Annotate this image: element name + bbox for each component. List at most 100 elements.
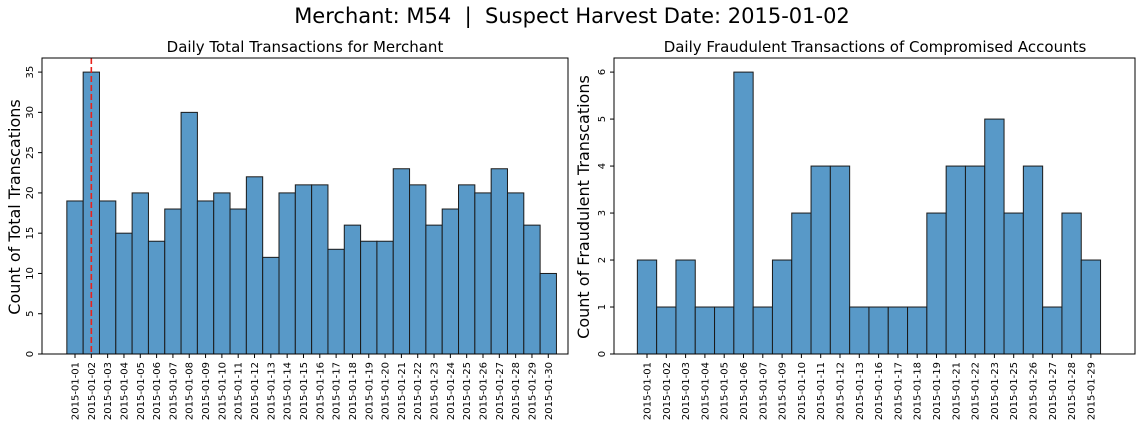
x-tick-label: 2015-01-02: [87, 362, 98, 420]
bar: [656, 306, 677, 355]
x-tick-label: 2015-01-20: [381, 362, 392, 420]
x-tick-label: 2015-01-27: [495, 362, 506, 420]
chart-title: Daily Total Transactions for Merchant: [167, 38, 444, 56]
figure-title: Merchant: M54 | Suspect Harvest Date: 20…: [294, 4, 850, 28]
x-tick-label: 2015-01-21: [951, 362, 962, 420]
bar: [1003, 212, 1024, 355]
plot-frame: [41, 57, 569, 355]
y-tick-label: 15: [25, 227, 36, 240]
bar: [791, 212, 812, 355]
bar: [636, 259, 658, 355]
bar: [1061, 212, 1082, 355]
y-tick-label: 2: [597, 257, 608, 263]
bar: [675, 259, 696, 355]
bar: [849, 306, 870, 355]
bar: [887, 306, 909, 355]
x-tick-label: 2015-01-10: [217, 362, 228, 420]
x-tick-label: 2015-01-18: [913, 362, 924, 420]
bar: [964, 165, 986, 355]
x-tick-label: 2015-01-07: [168, 362, 179, 420]
bar: [945, 165, 966, 355]
bar: [868, 306, 889, 355]
x-tick-label: 2015-01-27: [1048, 362, 1059, 420]
x-tick-label: 2015-01-08: [185, 362, 196, 420]
y-tick-label: 6: [597, 69, 608, 75]
y-axis-label: Count of Fraudulent Transcations: [574, 75, 593, 339]
y-tick-label: 3: [597, 210, 608, 216]
chart-title: Daily Fraudulent Transactions of Comprom…: [664, 38, 1087, 56]
x-tick-label: 2015-01-02: [662, 362, 673, 420]
bar: [810, 165, 831, 355]
x-tick-label: 2015-01-14: [283, 362, 294, 420]
x-tick-label: 2015-01-28: [511, 362, 522, 420]
x-tick-label: 2015-01-13: [266, 362, 277, 420]
x-tick-label: 2015-01-05: [720, 362, 731, 420]
y-tick-label: 0: [25, 351, 36, 357]
bar: [1080, 259, 1102, 355]
x-tick-label: 2015-01-19: [932, 362, 943, 420]
bar: [771, 259, 793, 355]
x-tick-label: 2015-01-03: [103, 362, 114, 420]
x-tick-label: 2015-01-03: [681, 362, 692, 420]
x-tick-label: 2015-01-04: [119, 362, 130, 420]
plot-frame: [613, 57, 1136, 355]
x-tick-label: 2015-01-01: [643, 362, 654, 420]
y-tick-label: 1: [597, 304, 608, 310]
y-tick-label: 5: [597, 116, 608, 122]
bar: [926, 212, 947, 355]
x-tick-label: 2015-01-13: [855, 362, 866, 420]
bar: [694, 306, 716, 355]
bar: [907, 306, 928, 355]
y-tick-label: 20: [25, 187, 36, 200]
bar: [752, 306, 773, 355]
x-tick-label: 2015-01-29: [527, 362, 538, 420]
bar: [733, 71, 754, 355]
bar: [984, 118, 1005, 355]
x-tick-label: 2015-01-11: [234, 362, 245, 420]
x-tick-label: 2015-01-23: [430, 362, 441, 420]
x-tick-label: 2015-01-18: [348, 362, 359, 420]
x-tick-label: 2015-01-12: [250, 362, 261, 420]
x-tick-label: 2015-01-07: [758, 362, 769, 420]
x-tick-label: 2015-01-26: [1029, 362, 1040, 420]
x-tick-label: 2015-01-17: [332, 362, 343, 420]
x-tick-label: 2015-01-30: [544, 362, 555, 420]
x-tick-label: 2015-01-17: [893, 362, 904, 420]
bar: [1022, 165, 1044, 355]
x-tick-label: 2015-01-28: [1067, 362, 1078, 420]
x-tick-label: 2015-01-05: [136, 362, 147, 420]
x-tick-label: 2015-01-22: [971, 362, 982, 420]
x-tick-label: 2015-01-26: [479, 362, 490, 420]
x-tick-label: 2015-01-15: [299, 362, 310, 420]
bar: [829, 165, 851, 355]
x-tick-label: 2015-01-19: [364, 362, 375, 420]
x-tick-label: 2015-01-21: [397, 362, 408, 420]
x-tick-label: 2015-01-12: [836, 362, 847, 420]
x-tick-label: 2015-01-25: [462, 362, 473, 420]
x-tick-label: 2015-01-16: [315, 362, 326, 420]
y-axis-label: Count of Total Transcations: [5, 99, 24, 314]
x-tick-label: 2015-01-29: [1086, 362, 1097, 420]
y-tick-label: 30: [25, 106, 36, 119]
x-tick-label: 2015-01-10: [797, 362, 808, 420]
y-tick-label: 5: [25, 311, 36, 317]
y-tick-label: 10: [25, 267, 36, 280]
x-tick-label: 2015-01-24: [446, 362, 457, 420]
y-tick-label: 35: [25, 66, 36, 79]
y-tick-label: 4: [597, 163, 608, 169]
x-tick-label: 2015-01-01: [71, 362, 82, 420]
x-tick-label: 2015-01-25: [1009, 362, 1020, 420]
y-tick-label: 0: [597, 351, 608, 357]
x-tick-label: 2015-01-22: [413, 362, 424, 420]
bar: [714, 306, 735, 355]
bars: [636, 71, 1102, 355]
y-tick-label: 25: [25, 146, 36, 159]
x-tick-label: 2015-01-04: [700, 362, 711, 420]
bars: [66, 71, 557, 355]
x-tick-label: 2015-01-23: [990, 362, 1001, 420]
x-tick-label: 2015-01-06: [739, 362, 750, 420]
x-tick-label: 2015-01-06: [152, 362, 163, 420]
x-tick-label: 2015-01-09: [201, 362, 212, 420]
